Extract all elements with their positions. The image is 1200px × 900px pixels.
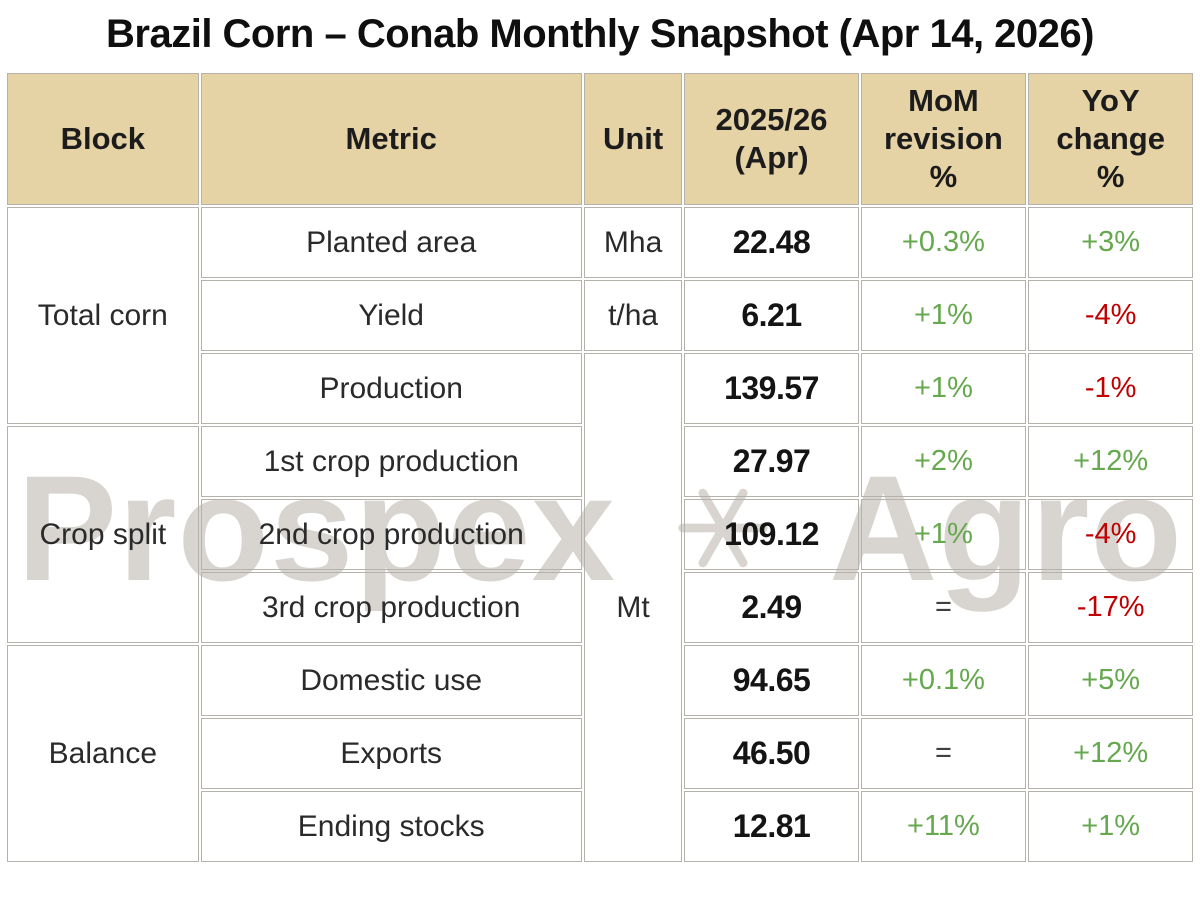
metric-cell: Production [200,353,582,424]
table-row: Exports 46.50 = +12% [7,718,1193,789]
mom-revision-cell: = [860,572,1027,643]
yoy-change-cell: -17% [1028,572,1193,643]
table-row: Ending stocks 12.81 +11% +1% [7,791,1193,862]
yoy-change-cell: -4% [1028,499,1193,570]
value-cell: 27.97 [684,426,859,497]
table-row: 3rd crop production 2.49 = -17% [7,572,1193,643]
metric-cell: 3rd crop production [200,572,582,643]
block-cell-total-corn: Total corn [7,207,199,424]
value-cell: 109.12 [684,499,859,570]
mom-revision-cell: +1% [860,353,1027,424]
metric-cell: Yield [200,280,582,351]
column-header-season: 2025/26 (Apr) [684,73,859,205]
yoy-change-cell: -1% [1028,353,1193,424]
column-header-block: Block [7,73,199,205]
value-cell: 6.21 [684,280,859,351]
mom-revision-cell: +11% [860,791,1027,862]
table-container: Prospex Agro Block Metric Unit 2025/26 (… [5,71,1195,864]
table-row: Production Mt 139.57 +1% -1% [7,353,1193,862]
column-header-mom: MoM revision % [860,73,1027,205]
yoy-change-cell: +1% [1028,791,1193,862]
mom-revision-cell: +2% [860,426,1027,497]
metric-cell: 2nd crop production [200,499,582,570]
block-cell-crop-split: Crop split [7,426,199,643]
metric-cell: Ending stocks [200,791,582,862]
value-cell: 46.50 [684,718,859,789]
metric-cell: Domestic use [200,645,582,716]
page-title: Brazil Corn – Conab Monthly Snapshot (Ap… [106,12,1094,56]
mom-revision-cell: +1% [860,280,1027,351]
conab-snapshot-table: Block Metric Unit 2025/26 (Apr) MoM revi… [5,71,1195,864]
yoy-change-cell: +12% [1028,426,1193,497]
table-row: Crop split 1st crop production 27.97 +2%… [7,426,1193,643]
table-row: Total corn Planted area Mha 22.48 +0.3% … [7,207,1193,424]
mom-revision-cell: +0.3% [860,207,1027,278]
metric-cell: 1st crop production [200,426,582,497]
block-cell-balance: Balance [7,645,199,862]
value-cell: 12.81 [684,791,859,862]
metric-cell: Exports [200,718,582,789]
mom-revision-cell: = [860,718,1027,789]
value-cell: 139.57 [684,353,859,424]
mom-revision-cell: +0.1% [860,645,1027,716]
yoy-change-cell: -4% [1028,280,1193,351]
column-header-metric: Metric [200,73,582,205]
header-row: Block Metric Unit 2025/26 (Apr) MoM revi… [7,73,1193,205]
yoy-change-cell: +5% [1028,645,1193,716]
yoy-change-cell: +12% [1028,718,1193,789]
metric-cell: Planted area [200,207,582,278]
value-cell: 22.48 [684,207,859,278]
value-cell: 94.65 [684,645,859,716]
table-row: Yield t/ha 6.21 +1% -4% [7,280,1193,351]
unit-cell: t/ha [583,280,683,351]
unit-cell: Mha [583,207,683,278]
yoy-change-cell: +3% [1028,207,1193,278]
table-row: 2nd crop production 109.12 +1% -4% [7,499,1193,570]
table-row: Balance Domestic use 94.65 +0.1% +5% [7,645,1193,862]
column-header-unit: Unit [583,73,683,205]
unit-cell-mt: Mt [583,353,683,862]
mom-revision-cell: +1% [860,499,1027,570]
value-cell: 2.49 [684,572,859,643]
column-header-yoy: YoY change % [1028,73,1193,205]
